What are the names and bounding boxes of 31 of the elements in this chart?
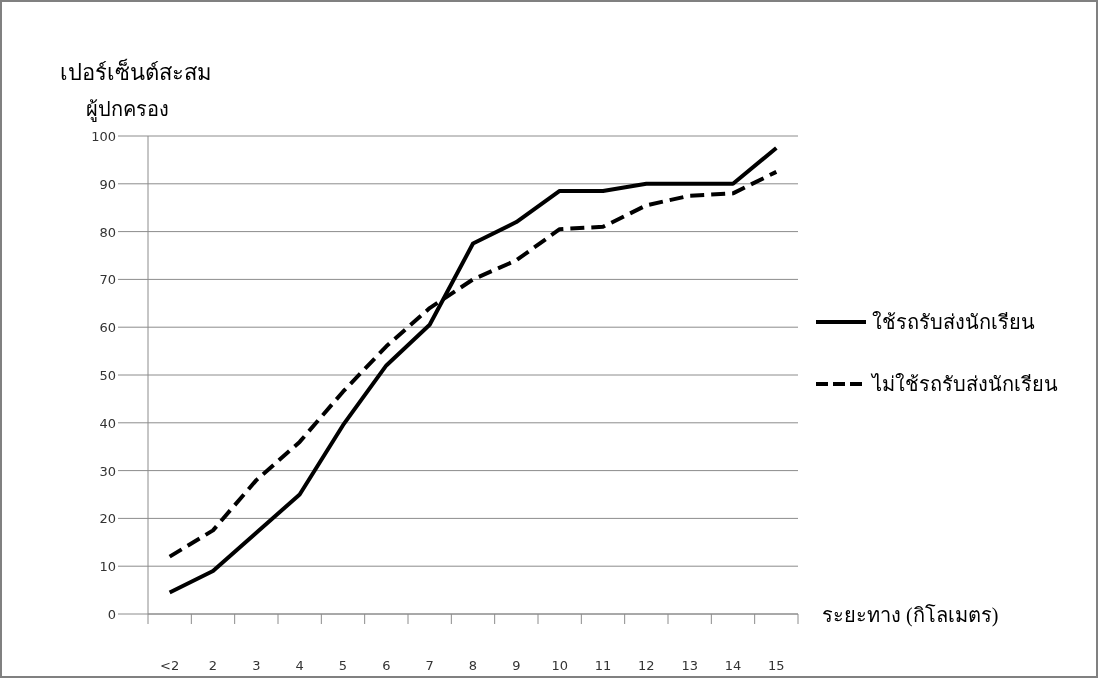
y-tick-label: 60 bbox=[99, 320, 116, 336]
legend-label: ใช้รถรับส่งนักเรียน bbox=[872, 311, 1035, 333]
y-tick-label: 20 bbox=[99, 511, 116, 527]
x-tick-label: 7 bbox=[425, 658, 434, 673]
y-tick-label: 10 bbox=[99, 559, 116, 575]
x-tick-label: 12 bbox=[638, 658, 655, 673]
y-tick-label: 0 bbox=[107, 607, 116, 622]
y-tick-label: 30 bbox=[99, 463, 116, 479]
y-tick-label: 90 bbox=[99, 176, 116, 192]
chart-title: เปอร์เซ็นต์สะสม bbox=[60, 58, 212, 85]
x-tick-label: 15 bbox=[768, 658, 785, 673]
y-tick-label: 40 bbox=[99, 415, 116, 431]
y-tick-label: 70 bbox=[99, 272, 116, 288]
x-axis-title: ระยะทาง (กิโลเมตร) bbox=[822, 604, 999, 627]
x-tick-label: 11 bbox=[594, 658, 612, 673]
y-tick-label: 100 bbox=[91, 129, 116, 144]
x-tick-label: 8 bbox=[468, 658, 478, 673]
x-tick-label: 10 bbox=[551, 658, 568, 673]
x-tick-label: 5 bbox=[338, 658, 348, 673]
x-tick-label: 6 bbox=[382, 658, 391, 673]
y-tick-label: 50 bbox=[99, 368, 116, 383]
x-tick-label: 14 bbox=[724, 658, 742, 673]
x-tick-label: 9 bbox=[512, 658, 521, 673]
x-tick-label: 13 bbox=[681, 658, 698, 673]
x-tick-label: 2 bbox=[208, 658, 218, 673]
y-axis-title: ผู้ปกครอง bbox=[86, 98, 169, 122]
legend-label: ไม่ใช้รถรับส่งนักเรียน bbox=[870, 373, 1058, 395]
x-tick-label: <2 bbox=[160, 658, 180, 673]
y-tick-label: 80 bbox=[99, 224, 116, 240]
x-tick-label: 4 bbox=[295, 658, 304, 673]
x-tick-label: 3 bbox=[252, 658, 261, 673]
